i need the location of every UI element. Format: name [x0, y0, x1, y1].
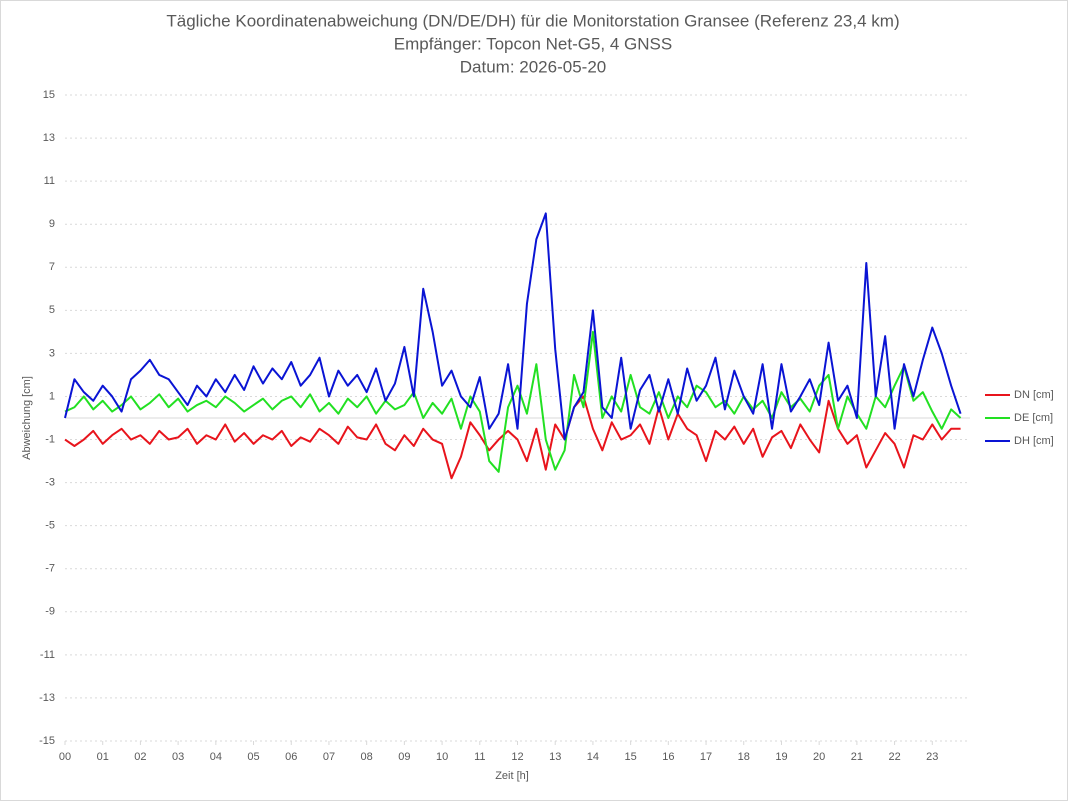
y-tick-label: 1	[49, 390, 55, 402]
chart-title: Tägliche Koordinatenabweichung (DN/DE/DH…	[166, 11, 899, 30]
series-line	[64, 395, 961, 480]
x-tick-label: 14	[587, 751, 599, 763]
y-tick-label: -13	[39, 692, 55, 704]
x-tick-label: 18	[738, 751, 750, 763]
x-tick-label: 11	[474, 751, 485, 763]
x-tick-label: 03	[172, 751, 184, 763]
series-line	[64, 212, 962, 441]
y-tick-label: -9	[45, 606, 55, 618]
x-tick-label: 04	[210, 751, 222, 763]
y-tick-label: -15	[39, 735, 55, 747]
x-tick-label: 08	[361, 751, 373, 763]
y-axis-label: Abweichung [cm]	[21, 376, 33, 460]
x-tick-label: 20	[813, 751, 825, 763]
x-tick-label: 21	[851, 751, 863, 763]
y-tick-label: -7	[45, 563, 55, 575]
x-tick-label: 15	[625, 751, 637, 763]
y-tick-label: 15	[43, 89, 55, 101]
y-tick-label: 9	[49, 218, 55, 230]
x-tick-label: 01	[97, 751, 109, 763]
y-tick-label: 7	[49, 261, 55, 273]
x-tick-label: 19	[775, 751, 787, 763]
x-tick-label: 09	[398, 751, 410, 763]
y-tick-label: -1	[45, 433, 55, 445]
chart-subtitle: Empfänger: Topcon Net-G5, 4 GNSS	[394, 34, 672, 53]
y-tick-label: 3	[49, 347, 55, 359]
x-tick-label: 02	[134, 751, 146, 763]
y-tick-label: 13	[43, 132, 55, 144]
legend-label: DN [cm]	[1014, 389, 1054, 401]
x-tick-label: 23	[926, 751, 938, 763]
x-tick-label: 17	[700, 751, 712, 763]
x-tick-label: 10	[436, 751, 448, 763]
x-tick-label: 00	[59, 751, 71, 763]
x-tick-label: 07	[323, 751, 335, 763]
x-tick-label: 13	[549, 751, 561, 763]
y-tick-label: 5	[49, 304, 55, 316]
legend-label: DH [cm]	[1014, 435, 1054, 447]
chart-subtitle: Datum: 2026-05-20	[460, 57, 606, 76]
x-tick-label: 16	[662, 751, 674, 763]
y-tick-label: 11	[44, 175, 55, 187]
x-tick-label: 05	[247, 751, 259, 763]
legend-label: DE [cm]	[1014, 412, 1053, 424]
x-tick-label: 06	[285, 751, 297, 763]
y-tick-label: -5	[45, 520, 55, 532]
x-tick-label: 12	[511, 751, 523, 763]
y-tick-label: -3	[45, 477, 55, 489]
x-axis-label: Zeit [h]	[495, 770, 529, 782]
x-tick-label: 22	[888, 751, 900, 763]
y-tick-label: -11	[40, 649, 55, 661]
